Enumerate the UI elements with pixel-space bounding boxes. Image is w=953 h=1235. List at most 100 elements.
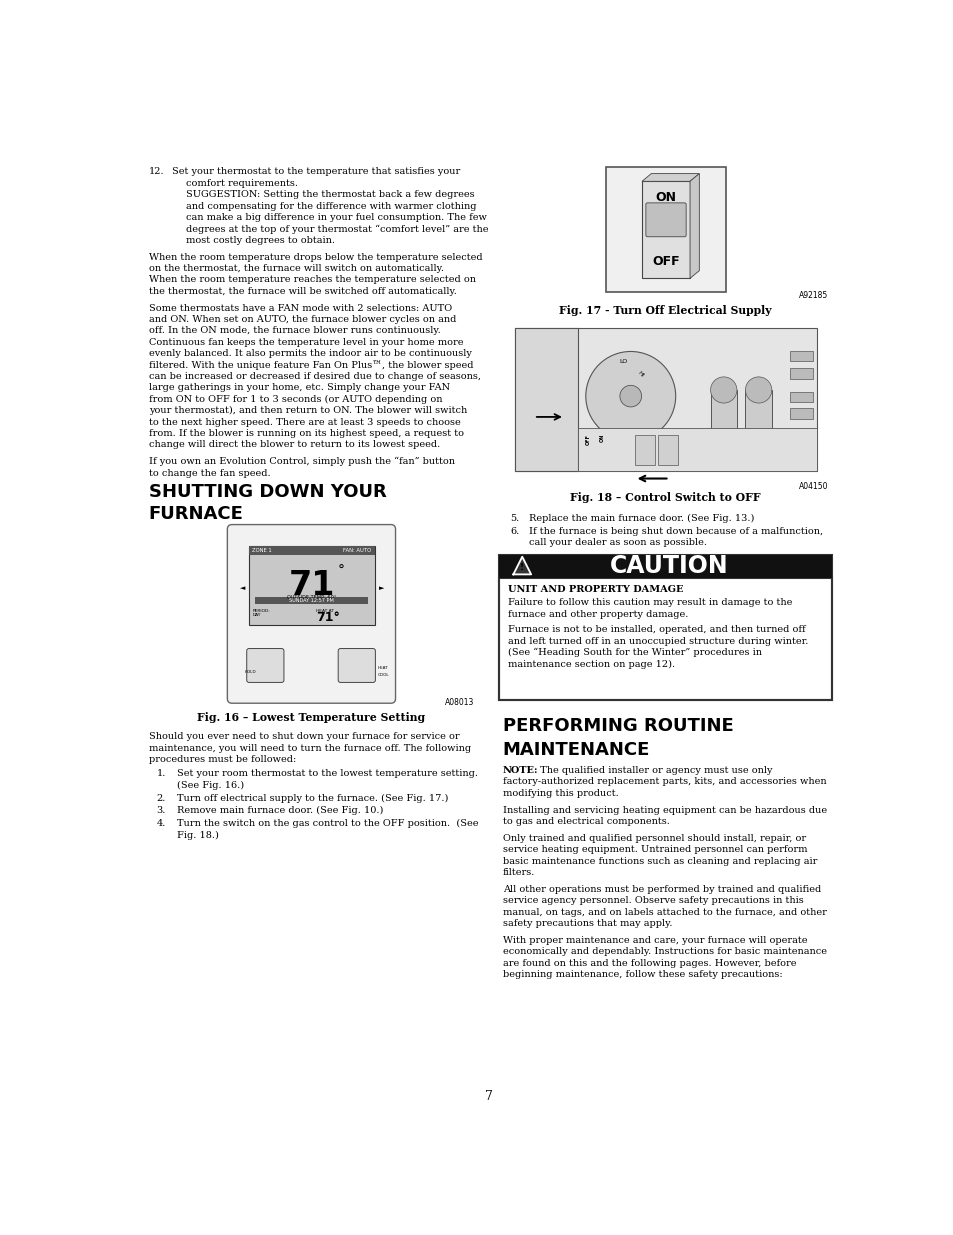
Text: Failure to follow this caution may result in damage to the: Failure to follow this caution may resul… bbox=[508, 598, 792, 608]
Circle shape bbox=[619, 385, 641, 406]
Text: OFF: OFF bbox=[585, 433, 590, 445]
Text: from. If the blower is running on its highest speed, a request to: from. If the blower is running on its hi… bbox=[149, 429, 463, 438]
Text: on the thermostat, the furnace will switch on automatically.: on the thermostat, the furnace will swit… bbox=[149, 264, 443, 273]
Text: ZONE 1: ZONE 1 bbox=[252, 548, 272, 553]
Text: If the furnace is being shut down because of a malfunction,: If the furnace is being shut down becaus… bbox=[529, 527, 822, 536]
Circle shape bbox=[585, 352, 675, 441]
Text: A08013: A08013 bbox=[444, 698, 474, 706]
Bar bbox=[498, 555, 831, 578]
Text: large gatherings in your home, etc. Simply change your FAN: large gatherings in your home, etc. Simp… bbox=[149, 383, 450, 393]
Text: PERIOD:: PERIOD: bbox=[252, 609, 270, 614]
Text: HOLD: HOLD bbox=[244, 671, 255, 674]
Text: Fig. 16 – Lowest Temperature Setting: Fig. 16 – Lowest Temperature Setting bbox=[197, 711, 425, 722]
Text: 71°: 71° bbox=[315, 611, 339, 624]
Text: to the next higher speed. There are at least 3 speeds to choose: to the next higher speed. There are at l… bbox=[149, 417, 460, 426]
Text: 2.: 2. bbox=[156, 794, 166, 803]
Text: HI: HI bbox=[637, 370, 644, 379]
Text: CAUTION: CAUTION bbox=[610, 555, 728, 578]
Text: safety precautions that may apply.: safety precautions that may apply. bbox=[502, 919, 672, 927]
Bar bbox=[658, 436, 678, 464]
Text: (See Fig. 16.): (See Fig. 16.) bbox=[176, 781, 243, 790]
Bar bbox=[249, 546, 375, 555]
Bar bbox=[710, 390, 736, 463]
Circle shape bbox=[710, 377, 736, 403]
Text: With proper maintenance and care, your furnace will operate: With proper maintenance and care, your f… bbox=[502, 936, 806, 945]
Bar bbox=[605, 168, 725, 293]
Text: 12.: 12. bbox=[149, 168, 164, 177]
Text: NOTE:: NOTE: bbox=[502, 766, 537, 776]
Text: 6.: 6. bbox=[510, 527, 519, 536]
FancyBboxPatch shape bbox=[227, 525, 395, 703]
Text: SUNDAY 12:57 PM: SUNDAY 12:57 PM bbox=[289, 598, 334, 604]
Text: A04150: A04150 bbox=[798, 483, 827, 492]
Text: economically and dependably. Instructions for basic maintenance: economically and dependably. Instruction… bbox=[502, 947, 826, 956]
Text: the thermostat, the furnace will be switched off automatically.: the thermostat, the furnace will be swit… bbox=[149, 287, 456, 296]
Text: most costly degrees to obtain.: most costly degrees to obtain. bbox=[186, 236, 335, 245]
Text: change will direct the blower to return to its lowest speed.: change will direct the blower to return … bbox=[149, 441, 439, 450]
Text: comfort requirements.: comfort requirements. bbox=[186, 179, 297, 188]
Bar bbox=[255, 598, 368, 604]
Text: If you own an Evolution Control, simply push the “fan” button: If you own an Evolution Control, simply … bbox=[149, 457, 455, 467]
Text: HEAT: HEAT bbox=[377, 666, 388, 671]
Text: Set your room thermostat to the lowest temperature setting.: Set your room thermostat to the lowest t… bbox=[176, 769, 477, 778]
Text: (See “Heading South for the Winter” procedures in: (See “Heading South for the Winter” proc… bbox=[508, 648, 761, 657]
Text: PERFORMING ROUTINE: PERFORMING ROUTINE bbox=[502, 716, 733, 735]
Bar bbox=[789, 368, 812, 379]
Polygon shape bbox=[641, 174, 699, 182]
Text: degrees at the top of your thermostat “comfort level” are the: degrees at the top of your thermostat “c… bbox=[186, 225, 488, 233]
Text: The qualified installer or agency must use only: The qualified installer or agency must u… bbox=[537, 766, 772, 776]
Text: Turn the switch on the gas control to the OFF position.  (See: Turn the switch on the gas control to th… bbox=[176, 819, 477, 829]
Text: service heating equipment. Untrained personnel can perform: service heating equipment. Untrained per… bbox=[502, 845, 806, 855]
Text: and left turned off in an unoccupied structure during winter.: and left turned off in an unoccupied str… bbox=[508, 637, 808, 646]
Text: Fig. 18.): Fig. 18.) bbox=[176, 830, 218, 840]
Text: maintenance section on page 12).: maintenance section on page 12). bbox=[508, 659, 675, 668]
Text: Turn off electrical supply to the furnace. (See Fig. 17.): Turn off electrical supply to the furnac… bbox=[176, 794, 448, 803]
Text: ►: ► bbox=[378, 585, 383, 592]
Bar bbox=[634, 436, 654, 464]
Bar bbox=[641, 182, 689, 278]
Text: can make a big difference in your fuel consumption. The few: can make a big difference in your fuel c… bbox=[186, 212, 486, 222]
Bar bbox=[498, 555, 831, 700]
Text: Continuous fan keeps the temperature level in your home more: Continuous fan keeps the temperature lev… bbox=[149, 338, 463, 347]
Text: 71: 71 bbox=[289, 569, 335, 603]
Bar bbox=[514, 329, 816, 471]
Text: When the room temperature reaches the temperature selected on: When the room temperature reaches the te… bbox=[149, 275, 476, 284]
Text: and ON. When set on AUTO, the furnace blower cycles on and: and ON. When set on AUTO, the furnace bl… bbox=[149, 315, 456, 324]
Text: Installing and servicing heating equipment can be hazardous due: Installing and servicing heating equipme… bbox=[502, 805, 826, 815]
Text: 3.: 3. bbox=[156, 806, 166, 815]
Text: All other operations must be performed by trained and qualified: All other operations must be performed b… bbox=[502, 884, 821, 894]
Text: OUTSIDE TEMP: 60°: OUTSIDE TEMP: 60° bbox=[287, 594, 336, 600]
Text: call your dealer as soon as possible.: call your dealer as soon as possible. bbox=[529, 538, 706, 547]
Text: FAN: AUTO: FAN: AUTO bbox=[343, 548, 371, 553]
Text: OFF: OFF bbox=[652, 256, 679, 268]
Text: COOL: COOL bbox=[377, 673, 389, 677]
Text: 7: 7 bbox=[484, 1091, 493, 1103]
Text: Set your thermostat to the temperature that satisfies your: Set your thermostat to the temperature t… bbox=[172, 168, 459, 177]
Bar bbox=[514, 329, 578, 471]
Text: °: ° bbox=[337, 564, 344, 578]
Text: Only trained and qualified personnel should install, repair, or: Only trained and qualified personnel sho… bbox=[502, 834, 805, 842]
Bar bbox=[498, 555, 831, 578]
Text: factory-authorized replacement parts, kits, and accessories when: factory-authorized replacement parts, ki… bbox=[502, 778, 825, 787]
Text: to change the fan speed.: to change the fan speed. bbox=[149, 468, 270, 478]
Bar bbox=[789, 391, 812, 403]
FancyBboxPatch shape bbox=[337, 648, 375, 683]
Text: your thermostat), and then return to ON. The blower will switch: your thermostat), and then return to ON.… bbox=[149, 406, 466, 415]
Text: service agency personnel. Observe safety precautions in this: service agency personnel. Observe safety… bbox=[502, 897, 802, 905]
Text: furnace and other property damage.: furnace and other property damage. bbox=[508, 610, 688, 619]
Text: filters.: filters. bbox=[502, 868, 535, 877]
Text: FURNACE: FURNACE bbox=[149, 505, 243, 522]
Text: beginning maintenance, follow these safety precautions:: beginning maintenance, follow these safe… bbox=[502, 969, 781, 979]
Text: from ON to OFF for 1 to 3 seconds (or AUTO depending on: from ON to OFF for 1 to 3 seconds (or AU… bbox=[149, 395, 442, 404]
Text: maintenance, you will need to turn the furnace off. The following: maintenance, you will need to turn the f… bbox=[149, 743, 471, 753]
Bar bbox=[789, 409, 812, 419]
Text: 4.: 4. bbox=[156, 819, 166, 829]
Text: modifying this product.: modifying this product. bbox=[502, 789, 618, 798]
Text: evenly balanced. It also permits the indoor air to be continuously: evenly balanced. It also permits the ind… bbox=[149, 350, 471, 358]
Text: manual, on tags, and on labels attached to the furnace, and other: manual, on tags, and on labels attached … bbox=[502, 908, 826, 916]
Bar bbox=[744, 390, 771, 463]
Polygon shape bbox=[514, 557, 530, 573]
Text: Furnace is not to be installed, operated, and then turned off: Furnace is not to be installed, operated… bbox=[508, 625, 805, 635]
Text: Remove main furnace door. (See Fig. 10.): Remove main furnace door. (See Fig. 10.) bbox=[176, 806, 382, 815]
FancyBboxPatch shape bbox=[645, 203, 685, 237]
